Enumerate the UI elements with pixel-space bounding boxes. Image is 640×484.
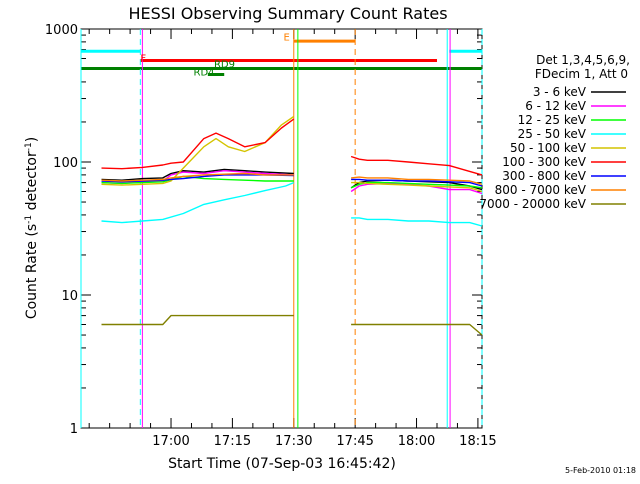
status-bars: [81, 39, 482, 76]
series-line: [351, 217, 483, 227]
legend-label: 100 - 300 keV: [502, 155, 586, 169]
date-stamp: 5-Feb-2010 01:18: [565, 466, 636, 475]
y-axis-label-sup1: -1: [24, 215, 34, 224]
legend-label: 50 - 100 keV: [510, 141, 587, 155]
chart-title: HESSI Observing Summary Count Rates: [128, 4, 447, 23]
series-line: [101, 174, 294, 183]
series-line: [101, 314, 294, 326]
x-tick-label: 18:00: [398, 434, 435, 449]
y-axis-label: Count Rate (s-1 detector-1): [24, 137, 40, 319]
legend-label: 6 - 12 keV: [525, 99, 587, 113]
y-tick-label: 10: [61, 289, 78, 304]
y-axis-label-mid: detector: [24, 151, 40, 215]
x-tick-label: 17:15: [214, 434, 251, 449]
legend: Det 1,3,4,5,6,9, FDecim 1, Att 0 3 - 6 k…: [479, 53, 630, 211]
axis-ticks: [81, 29, 482, 429]
legend-header-line-2: FDecim 1, Att 0: [535, 67, 628, 81]
legend-label: 25 - 50 keV: [518, 127, 587, 141]
annotation-label: RD4: [194, 67, 215, 78]
x-tick-label: 17:00: [152, 434, 189, 449]
annotation-label: E: [284, 32, 290, 43]
y-axis-label-end: ): [24, 137, 40, 142]
plot-frame: [80, 28, 483, 429]
series-line: [350, 181, 483, 189]
series-line: [101, 118, 295, 170]
series-line: [101, 168, 294, 181]
series-line: [351, 181, 483, 193]
legend-label: 800 - 7000 keV: [495, 183, 587, 197]
series-line: [101, 172, 294, 182]
x-tick-label: 17:45: [336, 434, 373, 449]
y-tick-label: 1: [70, 422, 78, 437]
x-tick-label: 17:30: [275, 434, 312, 449]
series-line: [351, 178, 483, 187]
x-tick-label: 18:15: [459, 434, 496, 449]
legend-header-line-1: Det 1,3,4,5,6,9,: [536, 53, 630, 67]
y-axis-label-main: Count Rate (s: [24, 224, 40, 319]
series-line: [350, 155, 483, 176]
series-lines: [101, 115, 483, 336]
series-line: [350, 182, 483, 195]
legend-label: 300 - 800 keV: [502, 169, 586, 183]
y-tick-label: 100: [53, 156, 78, 171]
y-axis-label-sup2: -1: [24, 142, 34, 151]
legend-label: 12 - 25 keV: [518, 113, 587, 127]
annotation-label: RD9: [214, 60, 235, 71]
y-tick-label: 1000: [45, 23, 78, 38]
annotation-label: F: [140, 53, 146, 64]
x-axis-label: Start Time (07-Sep-03 16:45:42): [168, 456, 396, 472]
vertical-markers: [80, 29, 483, 428]
series-line: [101, 181, 295, 224]
series-line: [351, 323, 483, 336]
legend-label: 7000 - 20000 keV: [479, 197, 586, 211]
y-tick-labels: 1 10 100 1000: [45, 23, 78, 437]
legend-label: 3 - 6 keV: [533, 85, 587, 99]
x-tick-labels: 17:00 17:15 17:30 17:45 18:00 18:15: [152, 434, 496, 449]
series-line: [351, 176, 483, 185]
